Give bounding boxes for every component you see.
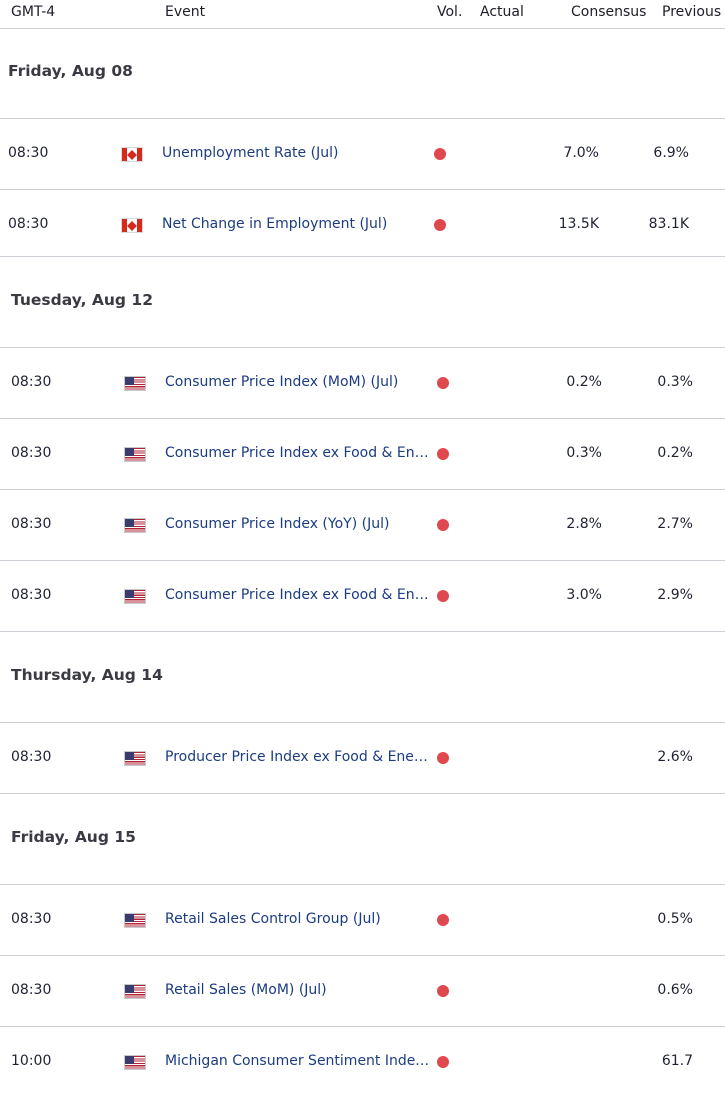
event-row[interactable]: 08:30 Consumer Price Index (MoM) (Jul) 0.2… <box>0 347 725 419</box>
volatility-high-icon <box>434 219 446 231</box>
previous-value: 0.5% <box>657 911 693 927</box>
event-time: 08:30 <box>11 982 52 998</box>
previous-value: 83.1K <box>648 216 689 232</box>
previous-value: 0.2% <box>657 445 693 461</box>
us-flag-icon <box>124 1055 146 1070</box>
event-time: 08:30 <box>11 749 52 765</box>
previous-value: 2.7% <box>657 516 693 532</box>
canada-flag-icon <box>121 147 143 162</box>
event-time: 10:00 <box>11 1053 52 1069</box>
event-time: 08:30 <box>8 216 49 232</box>
event-column-header: Event <box>165 4 206 20</box>
consensus-value: 0.2% <box>566 374 602 390</box>
previous-value: 0.6% <box>657 982 693 998</box>
volatility-high-icon <box>437 519 449 531</box>
section-divider <box>0 793 725 794</box>
volatility-high-icon <box>437 752 449 764</box>
us-flag-icon <box>124 984 146 999</box>
previous-value: 61.7 <box>661 1053 693 1069</box>
event-name-link[interactable]: Unemployment Rate (Jul) <box>162 145 339 161</box>
event-time: 08:30 <box>11 587 52 603</box>
event-time: 08:30 <box>8 145 49 161</box>
us-flag-icon <box>124 751 146 766</box>
previous-value: 6.9% <box>653 145 689 161</box>
day-heading: Thursday, Aug 14 <box>11 666 163 684</box>
event-name-link[interactable]: Michigan Consumer Sentiment Index (Aug) … <box>165 1053 433 1069</box>
event-row[interactable]: 08:30 Consumer Price Index (YoY) (Jul) 2.8… <box>0 489 725 561</box>
section-divider <box>0 256 725 257</box>
actual-column-header: Actual <box>480 4 524 20</box>
table-header: GMT-4 Event Vol. Actual Consensus Previo… <box>0 0 725 29</box>
us-flag-icon <box>124 518 146 533</box>
event-name-link[interactable]: Net Change in Employment (Jul) <box>162 216 388 232</box>
consensus-value: 7.0% <box>563 145 599 161</box>
event-row[interactable]: 08:30 Retail Sales (MoM) (Jul) 0.6% <box>0 955 725 1027</box>
event-row[interactable]: 10:00 Michigan Consumer Sentiment Index (… <box>0 1026 725 1098</box>
volatility-high-icon <box>437 985 449 997</box>
us-flag-icon <box>124 447 146 462</box>
volatility-high-icon <box>437 914 449 926</box>
consensus-value: 13.5K <box>558 216 599 232</box>
event-row[interactable]: 08:30 Retail Sales Control Group (Jul) 0.5… <box>0 884 725 956</box>
event-name-link[interactable]: Retail Sales (MoM) (Jul) <box>165 982 327 998</box>
event-name-link[interactable]: Consumer Price Index (YoY) (Jul) <box>165 516 390 532</box>
event-name-link[interactable]: Consumer Price Index ex Food & Energy (M… <box>165 445 433 461</box>
consensus-value: 2.8% <box>566 516 602 532</box>
previous-column-header: Previous <box>662 4 722 20</box>
canada-flag-icon <box>121 218 143 233</box>
volatility-high-icon <box>437 590 449 602</box>
previous-value: 0.3% <box>657 374 693 390</box>
event-name-link[interactable]: Retail Sales Control Group (Jul) <box>165 911 381 927</box>
volatility-column-header: Vol. <box>437 4 463 20</box>
consensus-value: 0.3% <box>566 445 602 461</box>
event-row[interactable]: 08:30 Consumer Price Index ex Food & Ener… <box>0 560 725 632</box>
event-time: 08:30 <box>11 516 52 532</box>
event-name-link[interactable]: Producer Price Index ex Food & Energy (Y… <box>165 749 433 765</box>
consensus-column-header: Consensus <box>571 4 647 20</box>
volatility-high-icon <box>434 148 446 160</box>
event-row[interactable]: 08:30 Producer Price Index ex Food & Ener… <box>0 722 725 794</box>
day-heading: Friday, Aug 08 <box>8 62 133 80</box>
event-name-link[interactable]: Consumer Price Index ex Food & Energy (Y… <box>165 587 433 603</box>
volatility-high-icon <box>437 1056 449 1068</box>
event-time: 08:30 <box>11 445 52 461</box>
timezone-selector[interactable]: GMT-4 <box>11 4 56 20</box>
volatility-high-icon <box>437 377 449 389</box>
event-time: 08:30 <box>11 911 52 927</box>
event-time: 08:30 <box>11 374 52 390</box>
us-flag-icon <box>124 589 146 604</box>
us-flag-icon <box>124 376 146 391</box>
event-row[interactable]: 08:30 Consumer Price Index ex Food & Ener… <box>0 418 725 490</box>
day-heading: Tuesday, Aug 12 <box>11 291 153 309</box>
consensus-value: 3.0% <box>566 587 602 603</box>
event-name-link[interactable]: Consumer Price Index (MoM) (Jul) <box>165 374 399 390</box>
us-flag-icon <box>124 913 146 928</box>
previous-value: 2.9% <box>657 587 693 603</box>
section-divider <box>0 631 725 632</box>
day-heading: Friday, Aug 15 <box>11 828 136 846</box>
previous-value: 2.6% <box>657 749 693 765</box>
event-row[interactable]: 08:30 Unemployment Rate (Jul) 7.0% 6.9% <box>0 118 725 190</box>
event-row[interactable]: 08:30 Net Change in Employment (Jul) 13.5K… <box>0 189 725 261</box>
volatility-high-icon <box>437 448 449 460</box>
